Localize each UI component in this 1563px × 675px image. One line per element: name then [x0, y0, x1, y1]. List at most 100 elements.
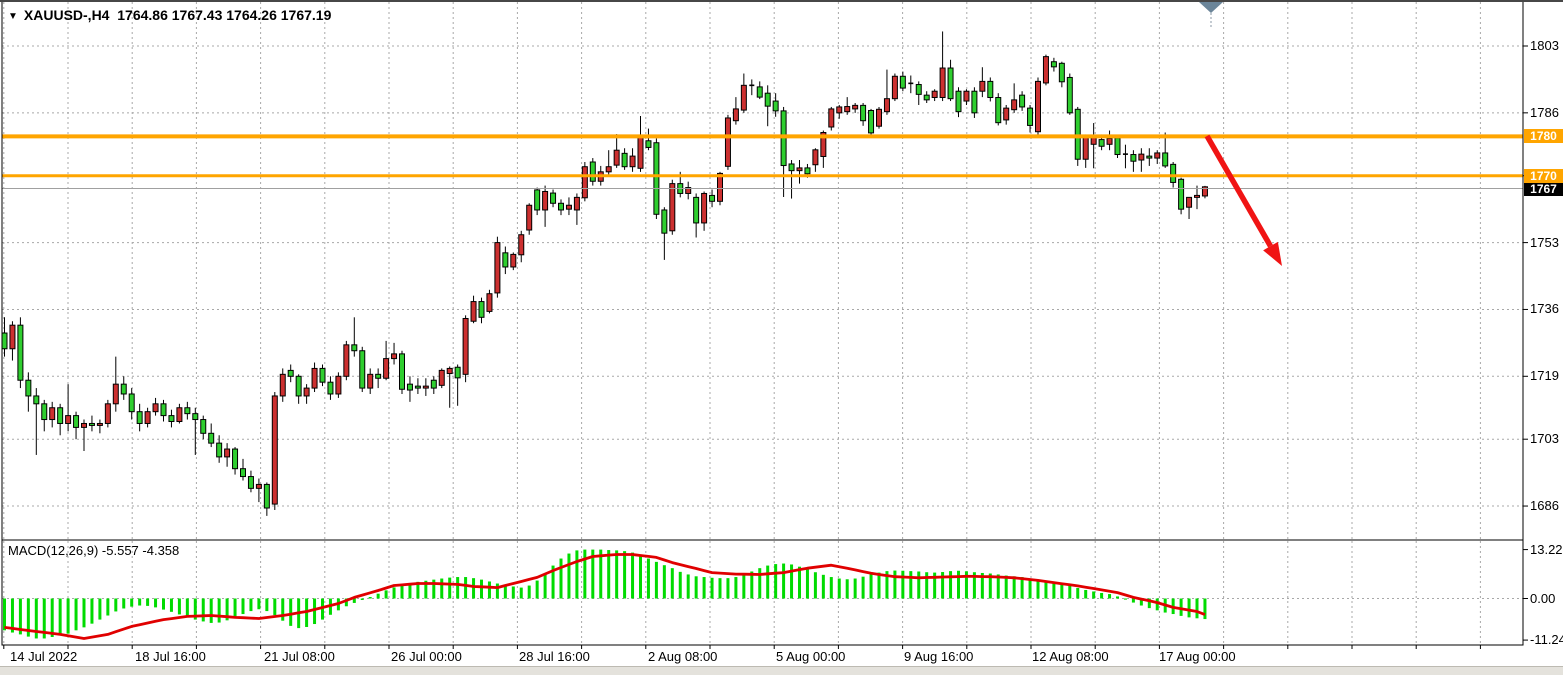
candle-body	[470, 301, 477, 322]
macd-bar	[18, 598, 22, 635]
macd-bar	[798, 566, 801, 599]
candle-body	[526, 204, 533, 231]
macd-bar	[1036, 580, 1040, 599]
candle-body	[454, 366, 461, 379]
price-axis-label: 1736	[1530, 301, 1559, 317]
macd-bar	[1187, 598, 1191, 618]
candle-body	[33, 395, 40, 405]
macd-bar	[66, 598, 70, 634]
candle-body	[335, 375, 342, 395]
candle-body	[820, 132, 827, 157]
candle-body	[876, 108, 882, 127]
level-badge-1770: 1770	[1524, 168, 1563, 183]
candle-body	[1035, 80, 1041, 133]
macd-bar	[949, 571, 953, 599]
candle-body	[263, 483, 270, 509]
macd-bar	[1052, 582, 1056, 599]
macd-bar	[456, 577, 460, 599]
macd-bar	[988, 573, 992, 599]
candle-body	[65, 415, 72, 424]
macd-bar	[607, 550, 611, 599]
macd-bar	[376, 593, 380, 599]
symbol-dropdown-icon[interactable]: ▼	[8, 11, 18, 22]
candle-body	[184, 407, 191, 415]
macd-bar	[1131, 598, 1135, 603]
macd-bar	[964, 571, 968, 599]
macd-bar	[662, 565, 666, 599]
candle-body	[152, 403, 159, 413]
candle-body	[621, 152, 628, 168]
macd-bar	[106, 598, 110, 616]
symbol-period-label: XAUUSD-,H4	[23, 7, 110, 23]
macd-bar	[26, 598, 30, 637]
candle-body	[81, 422, 87, 428]
time-axis-label: 17 Aug 00:00	[1159, 649, 1236, 664]
price-axis-label: 1703	[1530, 431, 1559, 447]
macd-bar	[980, 572, 984, 599]
time-axis-label: 28 Jul 16:00	[519, 649, 590, 664]
candle-body	[979, 80, 986, 92]
macd-bar	[1068, 585, 1072, 599]
price-axis-label: 1786	[1530, 104, 1559, 120]
macd-bar	[869, 574, 873, 599]
macd-bar	[487, 581, 491, 599]
candle-body	[391, 353, 398, 360]
chart-shift-marker-icon[interactable]	[1199, 2, 1223, 13]
candle-body	[550, 192, 557, 204]
macd-bar	[790, 564, 794, 599]
candle-body	[637, 135, 644, 169]
candle-body	[589, 161, 596, 182]
candle-body	[518, 234, 525, 256]
candle-body	[49, 407, 56, 421]
candle-body	[367, 373, 374, 389]
candle-body	[438, 369, 445, 386]
candle-body	[717, 172, 723, 202]
macd-signal-line	[4, 553, 1206, 640]
candle-body	[947, 67, 954, 100]
macd-bar	[281, 598, 285, 621]
candle-body	[788, 163, 795, 172]
macd-bar	[249, 598, 253, 612]
macd-bar	[758, 568, 762, 599]
macd-bar	[225, 598, 229, 621]
candle-body	[144, 411, 151, 424]
macd-bar	[495, 583, 499, 599]
macd-bar	[74, 598, 78, 631]
candle-body	[749, 84, 755, 87]
level-badge-1780: 1780	[1524, 129, 1563, 144]
macd-bar	[718, 578, 722, 599]
macd-bar	[575, 550, 579, 599]
candle-body	[915, 84, 922, 95]
macd-bar	[233, 598, 237, 618]
candle-body	[701, 192, 708, 224]
macd-bar	[639, 555, 642, 599]
macd-bar	[1203, 598, 1207, 620]
macd-bar	[837, 578, 841, 599]
macd-bar	[265, 598, 269, 612]
macd-bar	[448, 577, 452, 599]
macd-bar	[925, 572, 929, 599]
macd-bar	[567, 553, 571, 599]
candle-body	[804, 167, 811, 175]
macd-bar	[853, 578, 857, 599]
candle-body	[1, 332, 8, 350]
status-bar	[0, 666, 1563, 675]
candle-body	[653, 142, 660, 215]
time-axis-label: 2 Aug 08:00	[648, 649, 718, 664]
trend-arrow[interactable]	[1204, 134, 1282, 266]
price-axis-label: 1753	[1530, 234, 1559, 250]
chart-title: ▼ XAUUSD-,H4 1764.86 1767.43 1764.26 1767…	[8, 7, 331, 23]
candle-body	[9, 324, 16, 350]
candle-body	[923, 94, 930, 101]
candle-body	[414, 385, 421, 389]
macd-bar	[241, 598, 245, 615]
candle-body	[987, 80, 994, 99]
candle-body	[1050, 61, 1057, 68]
candle-body	[383, 358, 390, 379]
macd-bar	[480, 579, 483, 599]
candle-body	[836, 106, 843, 114]
macd-bar	[3, 598, 6, 631]
candle-body	[1138, 153, 1145, 161]
